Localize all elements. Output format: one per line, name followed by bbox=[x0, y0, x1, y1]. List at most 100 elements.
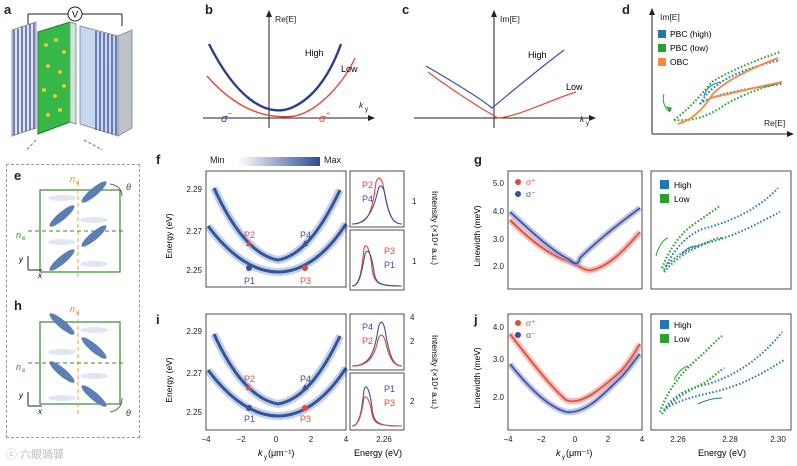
svg-text:y: y bbox=[562, 455, 565, 461]
label-f: f bbox=[156, 152, 161, 167]
panel-f-spectra: P2 P4 P3 P1 1 1 Intensity (×10⁴ a.u.) bbox=[349, 170, 440, 291]
svg-text:P1: P1 bbox=[384, 384, 395, 394]
svg-text:−2: −2 bbox=[236, 435, 246, 444]
colorbar-min: Min bbox=[210, 155, 225, 165]
svg-text:(μm⁻¹): (μm⁻¹) bbox=[268, 448, 294, 458]
svg-text:k: k bbox=[258, 448, 263, 458]
mirror-stripes-left bbox=[13, 23, 35, 135]
svg-text:1: 1 bbox=[412, 257, 417, 266]
svg-text:P4: P4 bbox=[300, 230, 311, 240]
svg-text:2.25: 2.25 bbox=[186, 408, 202, 417]
label-b: b bbox=[205, 2, 213, 17]
svg-text:5.0: 5.0 bbox=[493, 179, 505, 188]
svg-text:P3: P3 bbox=[300, 276, 311, 286]
svg-text:P1: P1 bbox=[384, 260, 395, 270]
svg-text:P3: P3 bbox=[384, 246, 395, 256]
svg-text:Energy (eV): Energy (eV) bbox=[354, 448, 402, 458]
svg-text:Linewidth (meV): Linewidth (meV) bbox=[472, 347, 482, 409]
svg-text:σ⁺: σ⁺ bbox=[526, 318, 536, 328]
svg-text:High: High bbox=[674, 180, 692, 190]
svg-text:2: 2 bbox=[606, 435, 611, 444]
panel-g-linewidth-vs-energy: High Low bbox=[650, 170, 792, 290]
svg-text:θ: θ bbox=[126, 408, 131, 418]
svg-text:n: n bbox=[16, 230, 21, 240]
svg-text:2.27: 2.27 bbox=[186, 369, 202, 378]
svg-text:Low: Low bbox=[674, 334, 690, 344]
svg-text:Energy (eV): Energy (eV) bbox=[164, 357, 174, 403]
svg-text:PBC (high): PBC (high) bbox=[670, 29, 712, 39]
svg-text:P1: P1 bbox=[244, 414, 255, 424]
svg-text:High: High bbox=[674, 320, 692, 330]
svg-text:P2: P2 bbox=[362, 180, 373, 190]
svg-text:Low: Low bbox=[566, 82, 583, 92]
svg-text:2.28: 2.28 bbox=[722, 435, 738, 444]
svg-text:4: 4 bbox=[640, 435, 645, 444]
panel-f-dispersion-map: Energy (eV) 2.29 2.27 2.25 P2 P4 P1 P3 bbox=[164, 170, 350, 288]
svg-text:High: High bbox=[305, 48, 324, 58]
svg-text:−: − bbox=[228, 111, 232, 118]
label-c: c bbox=[402, 2, 410, 17]
panel-g-linewidth-vs-k: Linewidth (meV) 5.0 4.0 3.0 2.0 σ⁺ σ⁻ bbox=[472, 170, 643, 290]
svg-text:(μm⁻¹): (μm⁻¹) bbox=[566, 448, 592, 458]
device-schematic: V bbox=[11, 6, 133, 150]
colorbar bbox=[238, 157, 320, 166]
svg-text:2.0: 2.0 bbox=[493, 262, 505, 271]
svg-text:2: 2 bbox=[410, 397, 415, 406]
svg-text:Re[E]: Re[E] bbox=[764, 118, 785, 128]
panel-i-spectra: P4 P2 P1 P3 4 2 2 Intensity (×10⁴ a.u.) … bbox=[349, 313, 440, 458]
svg-text:σ⁻: σ⁻ bbox=[526, 189, 536, 199]
svg-text:P2: P2 bbox=[362, 336, 373, 346]
svg-text:Intensity (×10⁴ a.u.): Intensity (×10⁴ a.u.) bbox=[430, 191, 440, 265]
svg-text:Energy (eV): Energy (eV) bbox=[698, 448, 746, 458]
svg-text:e: e bbox=[22, 236, 26, 242]
svg-text:y: y bbox=[264, 455, 267, 461]
svg-text:Low: Low bbox=[341, 64, 358, 74]
svg-text:P1: P1 bbox=[244, 276, 255, 286]
svg-text:Linewidth (meV): Linewidth (meV) bbox=[472, 205, 482, 267]
svg-text:2.30: 2.30 bbox=[770, 435, 786, 444]
label-e: e bbox=[14, 168, 22, 183]
svg-text:e: e bbox=[22, 368, 26, 374]
panel-i-dispersion-map: Energy (eV) 2.29 2.27 2.25 P2 P4 P1 P3 −… bbox=[164, 313, 350, 461]
svg-text:P4: P4 bbox=[300, 374, 311, 384]
svg-text:2.25: 2.25 bbox=[186, 266, 202, 275]
svg-text:High: High bbox=[528, 50, 547, 60]
svg-text:2.27: 2.27 bbox=[186, 227, 202, 236]
svg-text:+: + bbox=[326, 111, 330, 118]
svg-text:n: n bbox=[70, 174, 75, 184]
svg-text:k: k bbox=[556, 448, 561, 458]
panel-j-linewidth-vs-energy: High Low 2.26 2.28 2.30 Energy (eV) bbox=[650, 313, 792, 458]
svg-text:OBC: OBC bbox=[670, 57, 688, 67]
svg-text:P3: P3 bbox=[384, 398, 395, 408]
svg-text:3.0: 3.0 bbox=[493, 235, 505, 244]
svg-text:n: n bbox=[16, 362, 21, 372]
svg-text:2.0: 2.0 bbox=[493, 393, 505, 402]
label-g: g bbox=[474, 152, 482, 167]
svg-text:PBC (low): PBC (low) bbox=[670, 43, 708, 53]
svg-text:3.0: 3.0 bbox=[493, 355, 505, 364]
svg-text:P2: P2 bbox=[244, 374, 255, 384]
svg-text:y: y bbox=[18, 255, 24, 264]
svg-text:y: y bbox=[586, 121, 589, 127]
svg-text:σ: σ bbox=[319, 113, 326, 125]
svg-text:σ⁻: σ⁻ bbox=[526, 330, 536, 340]
svg-text:o: o bbox=[76, 180, 80, 186]
label-i: i bbox=[156, 312, 160, 327]
panel-j-linewidth-vs-k: Linewidth (meV) 4.0 3.0 2.0 σ⁺ σ⁻ −4 −2 … bbox=[472, 313, 645, 461]
zoom-box bbox=[6, 164, 140, 438]
svg-text:−4: −4 bbox=[201, 435, 211, 444]
label-h: h bbox=[14, 298, 22, 313]
svg-text:0: 0 bbox=[274, 435, 279, 444]
svg-text:P3: P3 bbox=[300, 414, 311, 424]
svg-text:k: k bbox=[580, 114, 585, 124]
svg-text:4: 4 bbox=[410, 313, 415, 322]
svg-text:2: 2 bbox=[410, 337, 415, 346]
svg-text:k: k bbox=[359, 100, 364, 110]
svg-text:P2: P2 bbox=[244, 230, 255, 240]
svg-text:y: y bbox=[18, 391, 24, 400]
svg-text:1: 1 bbox=[412, 197, 417, 206]
svg-text:y: y bbox=[365, 107, 368, 113]
label-d: d bbox=[622, 2, 630, 17]
